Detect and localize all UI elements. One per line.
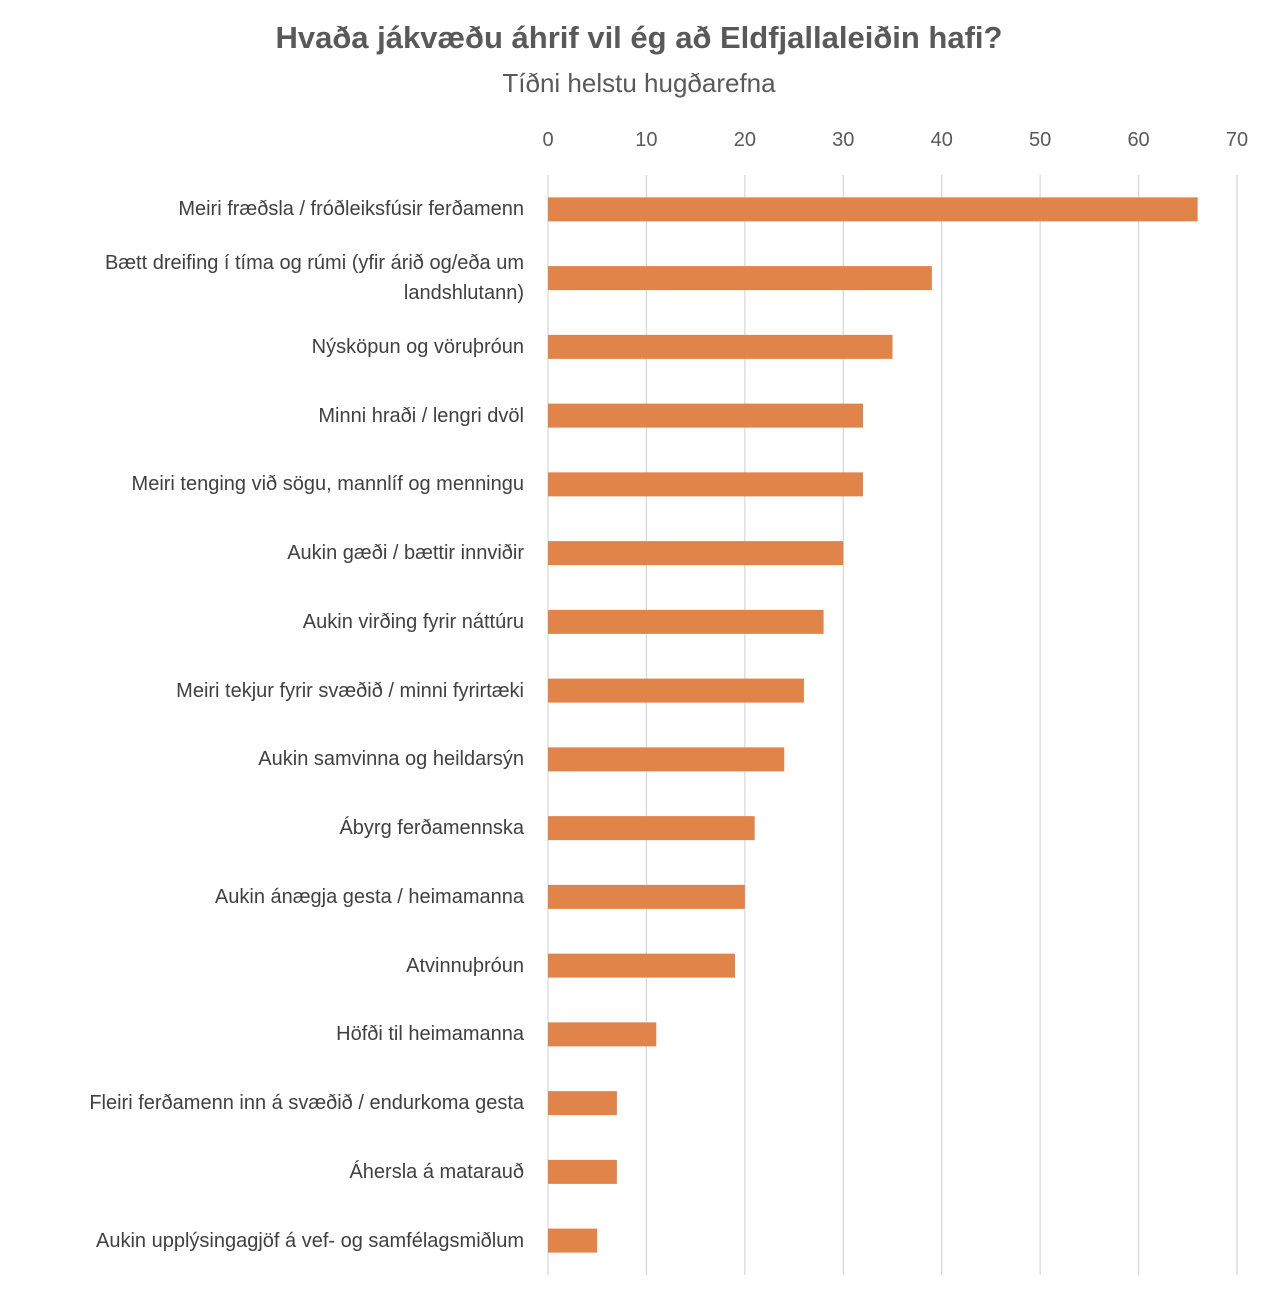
- bar: [548, 884, 745, 909]
- category-label: Aukin upplýsingagjöf á vef- og samfélags…: [96, 1229, 524, 1252]
- category-label: Nýsköpun og vöruþróun: [311, 335, 524, 358]
- category-label: Minni hraði / lengri dvöl: [318, 404, 524, 427]
- chart-title: Hvaða jákvæðu áhrif vil ég að Eldfjallal…: [275, 20, 1003, 55]
- x-tick-label: 0: [542, 129, 553, 151]
- bar: [548, 334, 893, 359]
- bar: [548, 197, 1198, 222]
- bar: [548, 1159, 617, 1184]
- category-label: Áhersla á matarauð: [349, 1160, 524, 1183]
- category-label: Aukin ánægja gesta / heimamanna: [214, 885, 524, 908]
- bar: [548, 472, 863, 497]
- bar: [548, 747, 785, 772]
- x-tick-label: 70: [1226, 129, 1248, 151]
- bar: [548, 678, 804, 703]
- bar: [548, 1228, 598, 1253]
- x-tick-label: 40: [931, 129, 953, 151]
- bar: [548, 403, 863, 428]
- chart-subtitle: Tíðni helstu hugðarefna: [502, 68, 776, 98]
- bar: [548, 609, 824, 634]
- x-tick-label: 10: [635, 129, 657, 151]
- x-tick-label: 60: [1127, 129, 1149, 151]
- category-label: Meiri tenging við sögu, mannlíf og menni…: [131, 473, 524, 496]
- category-label: Meiri fræðsla / fróðleiksfúsir ferðamenn: [178, 198, 524, 221]
- category-label: Ábyrg ferðamennska: [339, 817, 524, 840]
- category-label: Meiri tekjur fyrir svæðið / minni fyrirt…: [176, 679, 524, 702]
- bar: [548, 816, 755, 841]
- category-label: Aukin samvinna og heildarsýn: [258, 748, 524, 771]
- bar: [548, 266, 932, 291]
- x-tick-label: 30: [832, 129, 854, 151]
- category-label: Atvinnuþróun: [406, 954, 524, 977]
- bar: [548, 1022, 657, 1047]
- category-label: Aukin virðing fyrir náttúru: [302, 610, 524, 633]
- category-label: Fleiri ferðamenn inn á svæðið / endurkom…: [89, 1092, 524, 1115]
- x-tick-label: 20: [734, 129, 756, 151]
- category-label: Höfði til heimamanna: [336, 1023, 524, 1046]
- bar: [548, 953, 736, 978]
- bar: [548, 1091, 617, 1116]
- x-tick-label: 50: [1029, 129, 1051, 151]
- bar: [548, 541, 844, 566]
- category-label: Bætt dreifing í tíma og rúmi (yfir árið …: [104, 252, 524, 305]
- category-label: Aukin gæði / bættir innviðir: [287, 542, 524, 565]
